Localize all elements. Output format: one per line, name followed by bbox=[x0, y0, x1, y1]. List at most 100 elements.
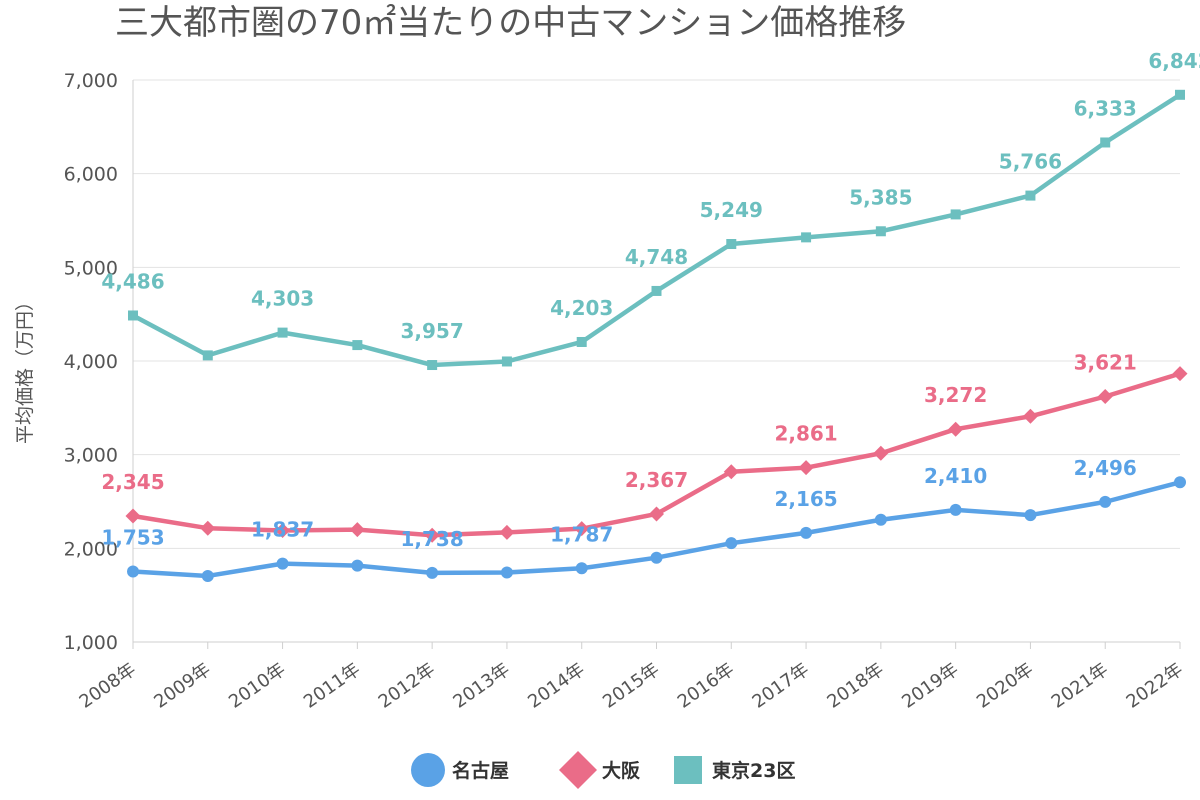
legend-label: 名古屋 bbox=[452, 759, 509, 782]
x-tick-label: 2013年 bbox=[449, 659, 513, 713]
data-point-circle bbox=[201, 569, 214, 582]
data-label-layer: 1,753 1,837 1,738 1,787 2,165 2,410 2,496 2,345… bbox=[101, 49, 1200, 551]
data-point-circle bbox=[500, 566, 513, 579]
data-label: 1,837 bbox=[251, 518, 314, 542]
y-tick-label: 1,000 bbox=[64, 632, 118, 654]
data-point-diamond bbox=[948, 421, 964, 437]
legend-item-1: 名古屋 bbox=[411, 753, 509, 787]
data-point-circle bbox=[725, 537, 738, 550]
data-label: 2,345 bbox=[101, 470, 164, 494]
data-point-diamond bbox=[1097, 388, 1113, 404]
data-point-square bbox=[1025, 190, 1036, 201]
x-tick-label: 2015年 bbox=[599, 659, 663, 713]
data-point-circle bbox=[1099, 495, 1112, 508]
data-point-square bbox=[1100, 137, 1111, 148]
y-tick-label: 4,000 bbox=[64, 351, 118, 373]
x-tick-label: 2020年 bbox=[973, 659, 1037, 713]
legend: 名古屋 大阪 東京23区 bbox=[411, 751, 795, 789]
x-tick-label: 2016年 bbox=[674, 659, 738, 713]
data-point-diamond bbox=[723, 464, 739, 480]
data-label: 4,486 bbox=[101, 269, 164, 293]
data-point-square bbox=[726, 239, 737, 250]
data-point-square bbox=[801, 232, 812, 243]
legend-item-3: 東京23区 bbox=[674, 756, 795, 784]
data-label: 4,303 bbox=[251, 287, 314, 311]
series-1 bbox=[127, 476, 1186, 582]
data-point-square bbox=[427, 360, 438, 371]
data-label: 3,621 bbox=[1074, 350, 1137, 374]
data-point-circle bbox=[426, 566, 439, 579]
data-point-diamond bbox=[424, 527, 440, 543]
x-tick-label: 2022年 bbox=[1123, 659, 1187, 713]
data-point-square bbox=[277, 327, 288, 338]
series-layer bbox=[125, 89, 1188, 582]
data-label: 4,203 bbox=[550, 296, 613, 320]
chart-title: 三大都市圏の70㎡当たりの中古マンション価格推移 bbox=[115, 3, 906, 43]
grid-layer bbox=[133, 79, 1180, 643]
data-label: 4,748 bbox=[625, 245, 688, 269]
x-tick-label: 2021年 bbox=[1048, 659, 1112, 713]
data-point-circle bbox=[800, 526, 813, 539]
y-tick-label: 2,000 bbox=[64, 538, 118, 560]
y-tick-label: 7,000 bbox=[64, 70, 118, 92]
data-point-diamond bbox=[873, 445, 889, 461]
data-label: 2,410 bbox=[924, 464, 987, 488]
data-label: 1,753 bbox=[101, 525, 164, 549]
x-tick-label: 2017年 bbox=[749, 659, 813, 713]
data-point-square bbox=[202, 350, 213, 361]
data-point-diamond bbox=[1022, 408, 1038, 424]
data-label: 6,333 bbox=[1074, 96, 1137, 120]
data-label: 5,249 bbox=[700, 198, 763, 222]
legend-diamond-icon bbox=[559, 751, 597, 789]
legend-square-icon bbox=[674, 756, 702, 784]
data-point-diamond bbox=[200, 520, 216, 536]
data-point-diamond bbox=[574, 521, 590, 537]
y-tick-label: 3,000 bbox=[64, 445, 118, 467]
data-point-square bbox=[1175, 89, 1185, 100]
data-point-diamond bbox=[275, 523, 291, 539]
y-tick-label: 5,000 bbox=[64, 257, 118, 279]
y-axis-label: 平均価格（万円） bbox=[14, 292, 36, 444]
data-label: 1,738 bbox=[401, 527, 464, 551]
legend-item-2: 大阪 bbox=[559, 751, 641, 789]
data-point-circle bbox=[949, 503, 962, 516]
data-point-square bbox=[501, 356, 512, 367]
x-tick-label: 2014年 bbox=[524, 659, 588, 713]
data-point-square bbox=[128, 310, 138, 321]
data-point-square bbox=[950, 209, 961, 220]
legend-label: 大阪 bbox=[602, 759, 641, 782]
data-point-diamond bbox=[499, 524, 515, 540]
data-label: 3,272 bbox=[924, 383, 987, 407]
data-point-circle bbox=[1174, 476, 1186, 489]
data-label: 5,385 bbox=[849, 185, 912, 209]
data-point-diamond bbox=[649, 506, 664, 522]
series-3 bbox=[128, 89, 1185, 371]
x-tick-label: 2018年 bbox=[823, 659, 887, 713]
data-label: 1,787 bbox=[550, 522, 613, 546]
data-point-diamond bbox=[1172, 366, 1188, 382]
data-point-square bbox=[576, 336, 587, 347]
x-tick-label: 2012年 bbox=[375, 659, 439, 713]
data-label: 2,165 bbox=[774, 487, 837, 511]
data-label: 2,496 bbox=[1074, 456, 1137, 480]
legend-label: 東京23区 bbox=[712, 759, 795, 782]
x-tick-label: 2011年 bbox=[300, 659, 364, 713]
data-point-diamond bbox=[798, 460, 814, 476]
legend-circle-icon bbox=[411, 753, 445, 787]
data-point-diamond bbox=[125, 508, 141, 524]
data-label: 6,842 bbox=[1148, 49, 1200, 73]
x-tick-label: 2019年 bbox=[898, 659, 962, 713]
data-point-circle bbox=[127, 565, 139, 578]
data-point-circle bbox=[351, 559, 364, 572]
data-point-circle bbox=[1024, 509, 1037, 522]
data-point-diamond bbox=[349, 522, 365, 538]
x-tick-label: 2009年 bbox=[150, 659, 214, 713]
series-line bbox=[130, 92, 1183, 368]
data-point-circle bbox=[874, 513, 887, 526]
data-label: 2,367 bbox=[625, 468, 688, 492]
data-point-circle bbox=[650, 551, 663, 564]
x-tick-label: 2008年 bbox=[76, 659, 140, 713]
data-label: 2,861 bbox=[774, 422, 837, 446]
y-tick-label: 6,000 bbox=[64, 164, 118, 186]
